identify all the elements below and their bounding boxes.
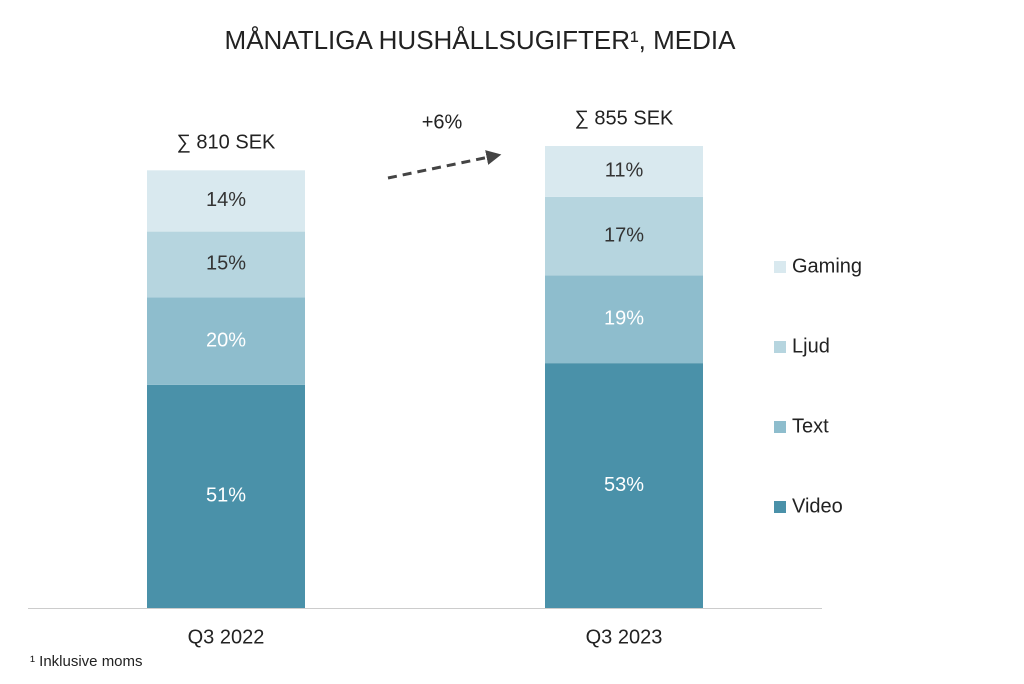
value-label: 14% (206, 189, 246, 211)
value-label: 20% (206, 329, 246, 351)
bar-segment (147, 170, 305, 232)
legend-label: Video (792, 495, 843, 517)
total-label: ∑ 810 SEK (177, 132, 276, 154)
legend-label: Gaming (792, 255, 862, 277)
legend-label: Text (792, 415, 829, 437)
growth-arrow (387, 150, 502, 180)
legend-swatch (774, 261, 786, 273)
bar-segment (147, 231, 305, 298)
legend-label: Ljud (792, 335, 830, 357)
value-label: 17% (604, 224, 644, 246)
x-tick-label: Q3 2023 (586, 626, 663, 648)
value-label: 11% (605, 160, 644, 182)
chart-title: MÅNATLIGA HUSHÅLLSUGIFTER¹, MEDIA (225, 25, 737, 55)
bar-segment (545, 363, 703, 608)
value-label: 19% (604, 308, 644, 330)
footnote: ¹ Inklusive moms (30, 653, 143, 670)
bar-segment (147, 297, 305, 385)
bar-segment (545, 146, 703, 197)
annotation: +6% (422, 111, 463, 133)
x-tick-label: Q3 2022 (188, 626, 265, 648)
value-label: 53% (604, 474, 644, 496)
legend-swatch (774, 501, 786, 513)
legend-swatch (774, 421, 786, 433)
value-label: 15% (206, 253, 246, 275)
legend-swatch (774, 341, 786, 353)
bar-segment (147, 384, 305, 608)
total-label: ∑ 855 SEK (575, 107, 674, 129)
bar-segment (545, 275, 703, 364)
bar-segment (545, 196, 703, 276)
value-label: 51% (206, 485, 246, 507)
